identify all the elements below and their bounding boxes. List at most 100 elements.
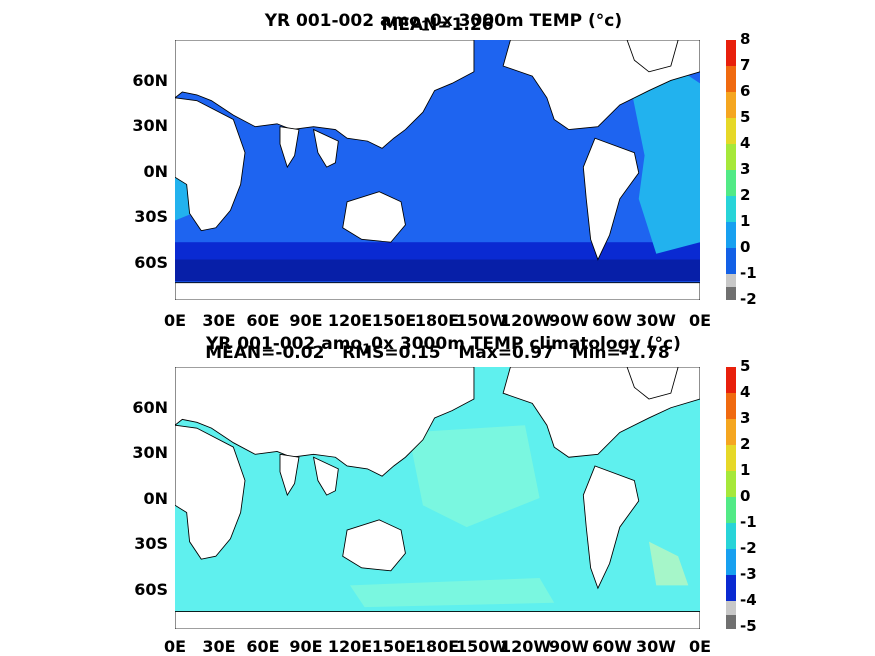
- panel2-lat-60n: 60N: [132, 398, 168, 417]
- panel2-cb-label: 4: [740, 383, 751, 401]
- panel1-cb-label: -2: [740, 290, 757, 308]
- panel2-india: [279, 453, 300, 497]
- panel2-antarctica: [175, 611, 700, 629]
- panel2-lat-60s: 60S: [134, 580, 168, 599]
- panel2-lat-labels: 60N 30N 0N 30S 60S: [128, 367, 173, 629]
- panel1-cb-swatch: [726, 287, 736, 300]
- panel1-lat-labels: 60N 30N 0N 30S 60S: [128, 40, 173, 300]
- panel2-cb-label: 3: [740, 409, 751, 427]
- panel2-cb-swatch: [726, 497, 736, 523]
- panel2-lon-10: 60W: [592, 637, 632, 656]
- panel1-cb-label: 6: [740, 82, 751, 100]
- panel2-lat-0n: 0N: [143, 489, 168, 508]
- panel1-lon-3: 90E: [289, 311, 323, 330]
- panel2-lon-7: 150W: [456, 637, 508, 656]
- panel2-atlantic-patch: [648, 541, 689, 586]
- panel1-cb-label: 0: [740, 238, 751, 256]
- panel2-lon-5: 150E: [371, 637, 417, 656]
- panel2-greenland: [626, 367, 679, 400]
- panel1-cb-label: 2: [740, 186, 751, 204]
- panel1-cb-swatch: [726, 222, 736, 248]
- panel2-cb-label: -5: [740, 617, 757, 635]
- panel2-lon-0: 0E: [163, 637, 187, 656]
- panel1-cb-swatch: [726, 170, 736, 196]
- panel2-lon-8: 120W: [500, 637, 552, 656]
- panel1-cb-swatch: [726, 248, 736, 274]
- panel2-pacific-patch: [408, 425, 540, 528]
- panel2-eurasia: [175, 367, 475, 477]
- panel1-lon-10: 60W: [592, 311, 632, 330]
- panel2-cb-label: -4: [740, 591, 757, 609]
- panel2-cb-swatch: [726, 471, 736, 497]
- panel1-lon-2: 60E: [246, 311, 280, 330]
- panel1-title-line2: MEAN=1.26: [381, 15, 494, 35]
- panel2-australia: [342, 519, 406, 572]
- panel2-title-subscript: 1: [362, 342, 372, 358]
- panel1-cb-swatch: [726, 118, 736, 144]
- panel1-map: [175, 40, 700, 300]
- panel1-lat-30n: 30N: [132, 116, 168, 135]
- panel1-cb-label: 4: [740, 134, 751, 152]
- panel2-land: [175, 367, 700, 629]
- panel1-australia: [342, 191, 406, 243]
- panel1-cb-swatch: [726, 40, 736, 66]
- panel1-southern-band-deep: [175, 259, 700, 282]
- panel2-lat-30s: 30S: [134, 534, 168, 553]
- panel1-lon-7: 150W: [456, 311, 508, 330]
- panel1-lon-9: 90W: [549, 311, 589, 330]
- panel1-south-america: [582, 137, 640, 261]
- panel2-africa: [175, 424, 246, 560]
- panel2-map: [175, 367, 700, 629]
- panel2-title-part1: YR 001-002 amo: [205, 334, 363, 354]
- panel2-southern-patch: [350, 578, 555, 608]
- panel2-lat-30n: 30N: [132, 443, 168, 462]
- panel1-india: [279, 126, 300, 169]
- panel2-lon-4: 120E: [327, 637, 373, 656]
- panel2-cb-swatch: [726, 575, 736, 601]
- panel1-land: [175, 40, 700, 300]
- panel1-cb-swatch: [726, 144, 736, 170]
- panel1-lon-labels: 0E 30E 60E 90E 120E 150E 180E 150W 120W …: [150, 311, 725, 331]
- panel2-cb-swatch: [726, 523, 736, 549]
- panel2-lon-1: 30E: [202, 637, 236, 656]
- panel1-title-subscript: 1: [420, 19, 430, 35]
- panel1-lon-12: 0E: [688, 311, 712, 330]
- panel1-title-part2: 0x 3000m TEMP (°c): [429, 11, 623, 31]
- panel1-lon-8: 120W: [500, 311, 552, 330]
- panel1-lat-60n: 60N: [132, 71, 168, 90]
- panel1-colorbar-labels: 8 7 6 5 4 3 2 1 0 -1 -2: [740, 30, 770, 308]
- panel2-cb-label: -2: [740, 539, 757, 557]
- panel1-title-line1: YR 001-002 amo10x 3000m TEMP (°c): [175, 0, 700, 34]
- panel2-seasia: [312, 456, 339, 496]
- panel2-south-america: [582, 465, 640, 590]
- panel1-lon-6: 180E: [414, 311, 460, 330]
- panel2-lon-9: 90W: [549, 637, 589, 656]
- panel1-lat-0n: 0N: [143, 162, 168, 181]
- panel2-title-line1: YR 001-002 amo10x 3000m TEMP climatology…: [175, 314, 700, 357]
- panel2-cb-label: -1: [740, 513, 757, 531]
- panel2-cb-swatch: [726, 367, 736, 393]
- panel1-lat-60s: 60S: [134, 253, 168, 272]
- panel1-seasia: [312, 128, 339, 168]
- panel1-cb-label: 1: [740, 212, 751, 230]
- panel2-lon-labels: 0E 30E 60E 90E 120E 150E 180E 150W 120W …: [150, 637, 725, 656]
- panel2-cb-label: 5: [740, 357, 751, 375]
- panel2-title-line2: MEAN=-0.02 RMS=0.15 Max=0.97 Min=-1.78: [205, 343, 670, 363]
- panel1-lon-4: 120E: [327, 311, 373, 330]
- panel2-cb-swatch: [726, 601, 736, 615]
- panel1-lon-11: 30W: [636, 311, 676, 330]
- panel2-cb-swatch: [726, 393, 736, 419]
- panel1-cb-label: 3: [740, 160, 751, 178]
- panel2-lon-3: 90E: [289, 637, 323, 656]
- panel1-cb-label: 5: [740, 108, 751, 126]
- panel1-africa: [175, 97, 246, 232]
- panel1-title-part1: YR 001-002 amo: [264, 11, 421, 31]
- panel2-title-part2: 0x 3000m TEMP climatology (°c): [371, 334, 681, 354]
- panel1-atlantic-warm: [630, 71, 700, 254]
- panel1-greenland: [626, 40, 679, 73]
- panel1-cb-label: 7: [740, 56, 751, 74]
- panel2-lon-6: 180E: [414, 637, 460, 656]
- panel1-eurasia: [175, 40, 475, 149]
- panel2-lon-2: 60E: [246, 637, 280, 656]
- panel1-lon-1: 30E: [202, 311, 236, 330]
